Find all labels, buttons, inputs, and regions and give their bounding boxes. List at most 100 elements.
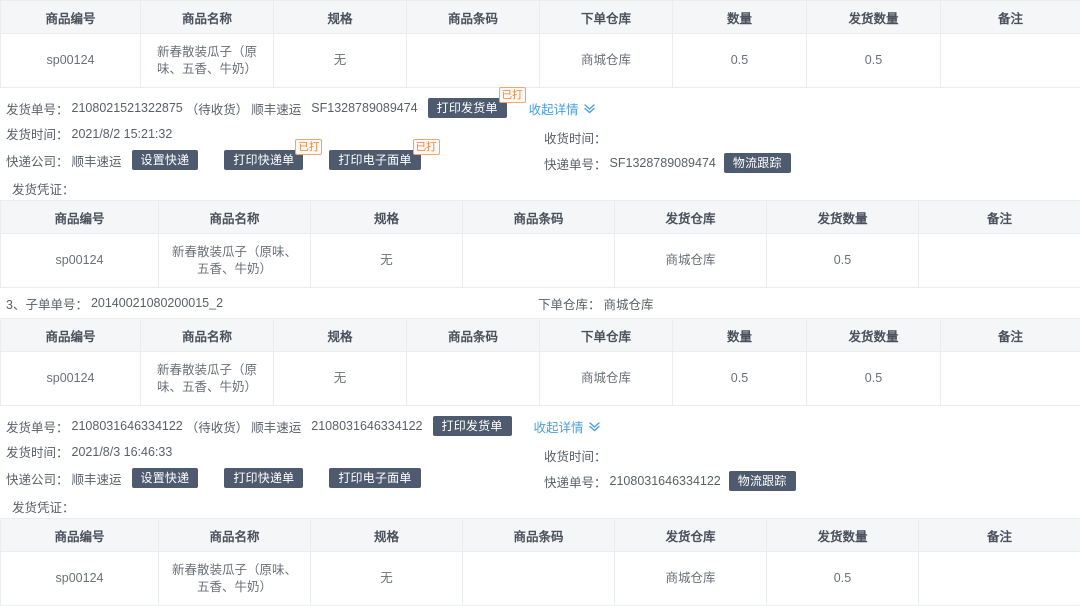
express-row-1: 快递公司： 顺丰速运 设置快递 打印快递单 已打 打印电子面单 已打 快递单号：… [6, 150, 1080, 176]
print-eorder-label: 打印电子面单 [338, 471, 411, 485]
suborder-heading: 3、子单单号： 20140021080200015_2 下单仓库： 商城仓库 [0, 288, 1080, 318]
logistics-track-button[interactable]: 物流跟踪 [724, 153, 791, 173]
shipment-tracking-no: 2108031646334122 [311, 419, 422, 433]
cell-product-code: sp00124 [1, 552, 159, 606]
set-express-label: 设置快递 [141, 471, 190, 485]
ship-time-label: 发货时间： [6, 442, 69, 461]
express-no-value: 2108031646334122 [610, 474, 721, 488]
col-header-shipqty: 发货数量 [767, 201, 919, 234]
cell-remark [919, 552, 1080, 606]
cell-warehouse: 商城仓库 [615, 552, 767, 606]
collapse-detail-link-2[interactable]: 收起详情 [534, 417, 600, 436]
express-row-2: 快递公司： 顺丰速运 设置快递 打印快递单 打印电子面单 快递单号： 21080… [6, 468, 1080, 494]
col-header-ship-warehouse: 发货仓库 [615, 201, 767, 234]
suborder-no-value: 20140021080200015_2 [91, 296, 223, 310]
col-header-barcode: 商品条码 [407, 319, 540, 352]
col-header-name: 商品名称 [159, 201, 311, 234]
print-express-button[interactable]: 打印快递单 [224, 468, 303, 488]
voucher-label-1: 发货凭证： [6, 176, 1080, 200]
ship-time-label: 发货时间： [6, 124, 69, 143]
table-row: sp00124 新春散装瓜子（原味、五香、牛奶） 无 商城仓库 0.5 0.5 [1, 352, 1080, 406]
voucher-goods-table-1: 商品编号 商品名称 规格 商品条码 发货仓库 发货数量 备注 sp00124 新… [0, 200, 1080, 288]
shipment-status: （待收货） [186, 417, 249, 436]
cell-ship-qty: 0.5 [807, 34, 941, 88]
cell-ship-qty: 0.5 [807, 352, 941, 406]
col-header-spec: 规格 [311, 201, 463, 234]
col-header-ship-warehouse: 发货仓库 [615, 519, 767, 552]
cell-remark [919, 234, 1080, 288]
table-header-row: 商品编号 商品名称 规格 商品条码 发货仓库 发货数量 备注 [1, 201, 1080, 234]
print-eorder-button[interactable]: 打印电子面单 [329, 468, 420, 488]
col-header-remark: 备注 [941, 319, 1080, 352]
print-shipment-button[interactable]: 打印发货单 [433, 416, 512, 436]
ship-time-row-2: 发货时间： 2021/8/3 16:46:33 收货时间： [6, 442, 1080, 468]
express-no-value: SF1328789089474 [610, 156, 716, 170]
col-header-name: 商品名称 [159, 519, 311, 552]
ship-time-value: 2021/8/2 15:21:32 [72, 127, 173, 141]
cell-warehouse: 商城仓库 [615, 234, 767, 288]
order-goods-table-1: 商品编号 商品名称 规格 商品条码 下单仓库 数量 发货数量 备注 sp0012… [0, 0, 1080, 88]
col-header-remark: 备注 [919, 519, 1080, 552]
cell-remark [941, 352, 1080, 406]
col-header-shipqty: 发货数量 [807, 1, 941, 34]
col-header-warehouse: 下单仓库 [540, 1, 673, 34]
cell-product-name: 新春散装瓜子（原味、五香、牛奶） [159, 234, 311, 288]
col-header-barcode: 商品条码 [407, 1, 540, 34]
chevron-double-down-icon [584, 103, 595, 114]
cell-barcode [407, 34, 540, 88]
col-header-remark: 备注 [941, 1, 1080, 34]
ship-time-row-1: 发货时间： 2021/8/2 15:21:32 收货时间： [6, 124, 1080, 150]
voucher-label-text: 发货凭证： [12, 179, 75, 198]
print-express-label: 打印快递单 [233, 153, 294, 167]
logistics-track-label: 物流跟踪 [733, 156, 782, 170]
print-shipment-label: 打印发货单 [437, 101, 498, 115]
print-eorder-button[interactable]: 打印电子面单 已打 [329, 150, 420, 170]
col-header-spec: 规格 [274, 319, 407, 352]
col-header-code: 商品编号 [1, 1, 141, 34]
print-express-label: 打印快递单 [233, 471, 294, 485]
cell-warehouse: 商城仓库 [540, 34, 673, 88]
printed-stamp: 已打 [499, 87, 526, 103]
col-header-remark: 备注 [919, 201, 1080, 234]
voucher-label-text: 发货凭证： [12, 497, 75, 516]
print-eorder-label: 打印电子面单 [338, 153, 411, 167]
cell-remark [941, 34, 1080, 88]
table-row: sp00124 新春散装瓜子（原味、五香、牛奶） 无 商城仓库 0.5 [1, 234, 1080, 288]
order-warehouse-label: 下单仓库： [538, 294, 601, 313]
set-express-button[interactable]: 设置快递 [132, 150, 199, 170]
cell-product-name: 新春散装瓜子（原味、五香、牛奶） [141, 352, 274, 406]
cell-product-code: sp00124 [1, 34, 141, 88]
receive-time-label: 收货时间： [544, 128, 607, 147]
printed-stamp: 已打 [295, 139, 322, 155]
print-shipment-label: 打印发货单 [442, 419, 503, 433]
collapse-detail-link-1[interactable]: 收起详情 [529, 99, 595, 118]
cell-qty: 0.5 [673, 352, 807, 406]
shipment-no-value: 2108031646334122 [72, 419, 183, 433]
receive-time-label: 收货时间： [544, 446, 607, 465]
shipment-no-label: 发货单号： [6, 417, 69, 436]
shipment-no-row-2: 发货单号： 2108031646334122 （待收货） 顺丰速运 210803… [6, 416, 1080, 442]
print-shipment-button[interactable]: 打印发货单 已打 [428, 98, 507, 118]
express-company-label: 快递公司： [6, 151, 69, 170]
cell-spec: 无 [274, 34, 407, 88]
cell-barcode [407, 352, 540, 406]
table-header-row: 商品编号 商品名称 规格 商品条码 下单仓库 数量 发货数量 备注 [1, 1, 1080, 34]
express-company-value: 顺丰速运 [72, 469, 122, 488]
logistics-track-button[interactable]: 物流跟踪 [729, 471, 796, 491]
shipment-no-value: 2108021521322875 [72, 101, 183, 115]
set-express-button[interactable]: 设置快递 [132, 468, 199, 488]
chevron-double-down-icon [589, 421, 600, 432]
collapse-detail-label: 收起详情 [529, 99, 579, 118]
cell-product-code: sp00124 [1, 234, 159, 288]
print-express-button[interactable]: 打印快递单 已打 [224, 150, 303, 170]
table-row: sp00124 新春散装瓜子（原味、五香、牛奶） 无 商城仓库 0.5 0.5 [1, 34, 1080, 88]
express-company-label: 快递公司： [6, 469, 69, 488]
col-header-barcode: 商品条码 [463, 201, 615, 234]
shipment-carrier: 顺丰速运 [251, 417, 301, 436]
express-no-label: 快递单号： [544, 154, 607, 173]
shipment-carrier: 顺丰速运 [251, 99, 301, 118]
voucher-goods-table-2: 商品编号 商品名称 规格 商品条码 发货仓库 发货数量 备注 sp00124 新… [0, 518, 1080, 606]
logistics-track-label: 物流跟踪 [738, 474, 787, 488]
cell-ship-qty: 0.5 [767, 552, 919, 606]
col-header-qty: 数量 [673, 1, 807, 34]
